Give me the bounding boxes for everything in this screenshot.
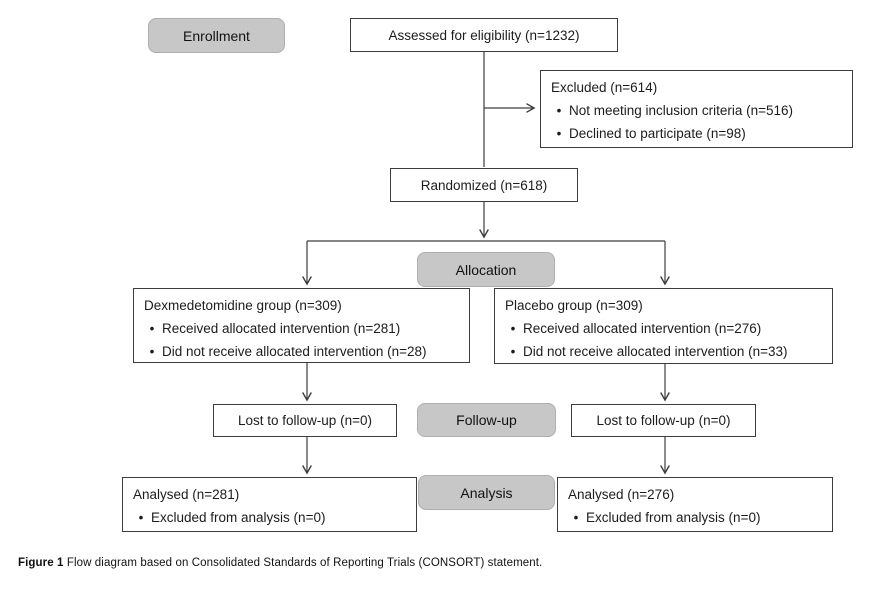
- dex-group-bullet-2: Did not receive allocated intervention (…: [142, 340, 461, 363]
- box-lost-followup-left: Lost to follow-up (n=0): [213, 404, 397, 437]
- box-analysed-right: Analysed (n=276) Excluded from analysis …: [557, 477, 833, 532]
- box-placebo-group: Placebo group (n=309) Received allocated…: [494, 288, 833, 364]
- analysed-left-title: Analysed (n=281): [133, 487, 240, 502]
- excluded-bullet-1: Not meeting inclusion criteria (n=516): [549, 99, 844, 122]
- stage-enrollment: Enrollment: [148, 18, 285, 53]
- excluded-title: Excluded (n=614): [551, 80, 658, 95]
- dex-group-title: Dexmedetomidine group (n=309): [144, 298, 342, 313]
- stage-allocation: Allocation: [417, 252, 555, 287]
- placebo-group-bullet-1: Received allocated intervention (n=276): [503, 317, 824, 340]
- box-lost-followup-right: Lost to follow-up (n=0): [571, 404, 756, 437]
- box-analysed-left: Analysed (n=281) Excluded from analysis …: [122, 477, 417, 532]
- stage-followup: Follow-up: [417, 403, 556, 437]
- stage-analysis: Analysis: [418, 475, 555, 510]
- analysed-right-bullet-1: Excluded from analysis (n=0): [566, 506, 824, 529]
- placebo-group-title: Placebo group (n=309): [505, 298, 643, 313]
- box-randomized: Randomized (n=618): [390, 168, 578, 202]
- analysed-right-title: Analysed (n=276): [568, 487, 675, 502]
- box-dexmedetomidine-group: Dexmedetomidine group (n=309) Received a…: [133, 288, 470, 363]
- placebo-group-bullet-2: Did not receive allocated intervention (…: [503, 340, 824, 363]
- box-assessed-eligibility: Assessed for eligibility (n=1232): [350, 18, 618, 52]
- figure-caption: Figure 1 Flow diagram based on Consolida…: [18, 557, 542, 569]
- excluded-bullet-2: Declined to participate (n=98): [549, 122, 844, 145]
- dex-group-bullet-1: Received allocated intervention (n=281): [142, 317, 461, 340]
- figure-caption-text: Flow diagram based on Consolidated Stand…: [63, 557, 543, 569]
- box-excluded: Excluded (n=614) Not meeting inclusion c…: [540, 70, 853, 148]
- analysed-left-bullet-1: Excluded from analysis (n=0): [131, 506, 408, 529]
- figure-caption-label: Figure 1: [18, 557, 64, 569]
